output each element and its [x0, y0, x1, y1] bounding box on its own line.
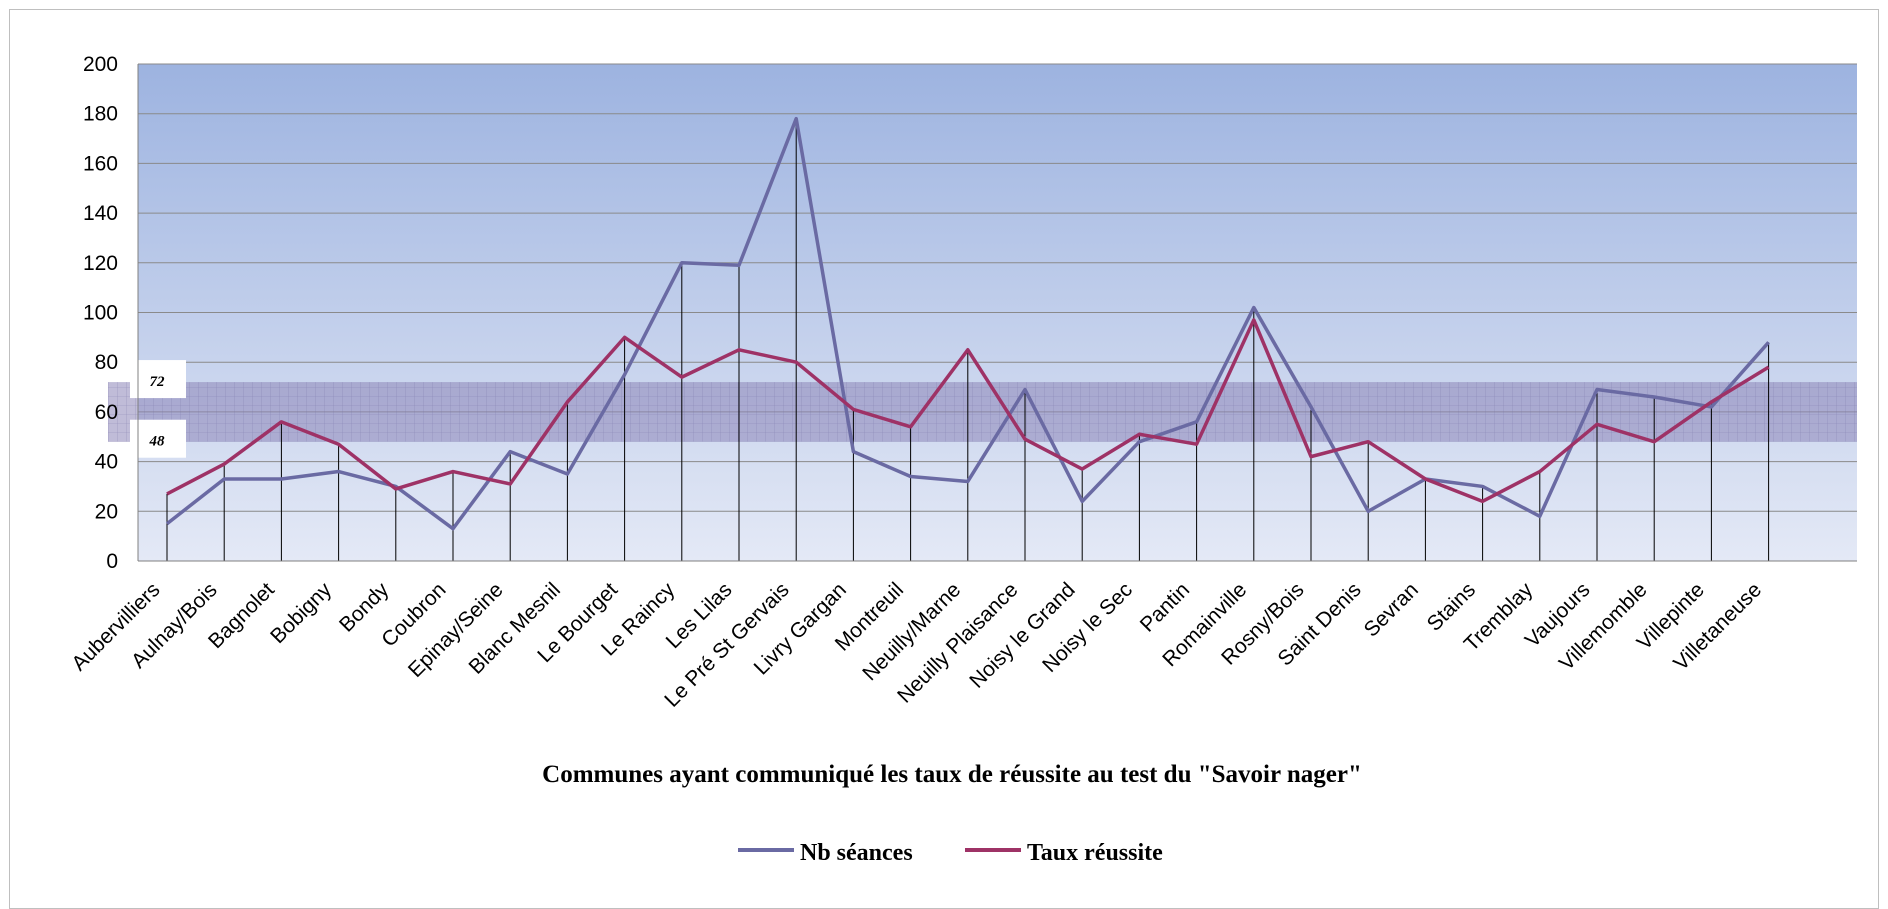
x-tick-label: Bobigny: [266, 578, 336, 648]
x-axis-title: Communes ayant communiqué les taux de ré…: [542, 761, 1362, 788]
band-label: 72: [150, 374, 166, 390]
series-line-1: [165, 116, 1770, 531]
y-tick-label: 140: [83, 202, 118, 225]
band-label-box: [130, 419, 186, 458]
legend-label: Nb séances: [800, 840, 913, 866]
gridlines: [138, 63, 1857, 512]
band-label-box: [130, 360, 186, 399]
axes: [137, 64, 1857, 562]
legend-label: Taux réussite: [1027, 840, 1163, 866]
band-label: 48: [149, 434, 166, 450]
line-chart: 72 48 0 20 40 60 80 100 120 140 160 180 200 Aubervi…: [67, 53, 1857, 866]
y-tick-label: 100: [83, 302, 118, 325]
y-tick-label: 40: [95, 451, 118, 474]
y-tick-label: 160: [83, 152, 118, 175]
y-tick-label: 180: [83, 103, 118, 126]
y-tick-label: 200: [83, 53, 118, 76]
y-tick-label: 20: [95, 500, 118, 523]
target-band: 72 48: [108, 360, 1857, 458]
target-band-rect: [108, 382, 1857, 442]
y-tick-labels: 0 20 40 60 80 100 120 140 160 180 200: [83, 53, 118, 573]
series-line-2: [166, 318, 1770, 504]
y-tick-label: 60: [95, 401, 118, 424]
series-lines: [165, 116, 1770, 531]
x-tick-labels: AubervilliersAulnay/BoisBagnoletBobignyB…: [67, 578, 1766, 712]
x-tick-label: Neuilly/Marne: [858, 578, 965, 685]
y-tick-label: 120: [83, 252, 118, 275]
x-tick-label: Sevran: [1360, 578, 1423, 641]
legend: Nb séances Taux réussite: [738, 840, 1163, 866]
y-tick-label: 0: [106, 550, 118, 573]
y-tick-label: 80: [95, 351, 118, 374]
